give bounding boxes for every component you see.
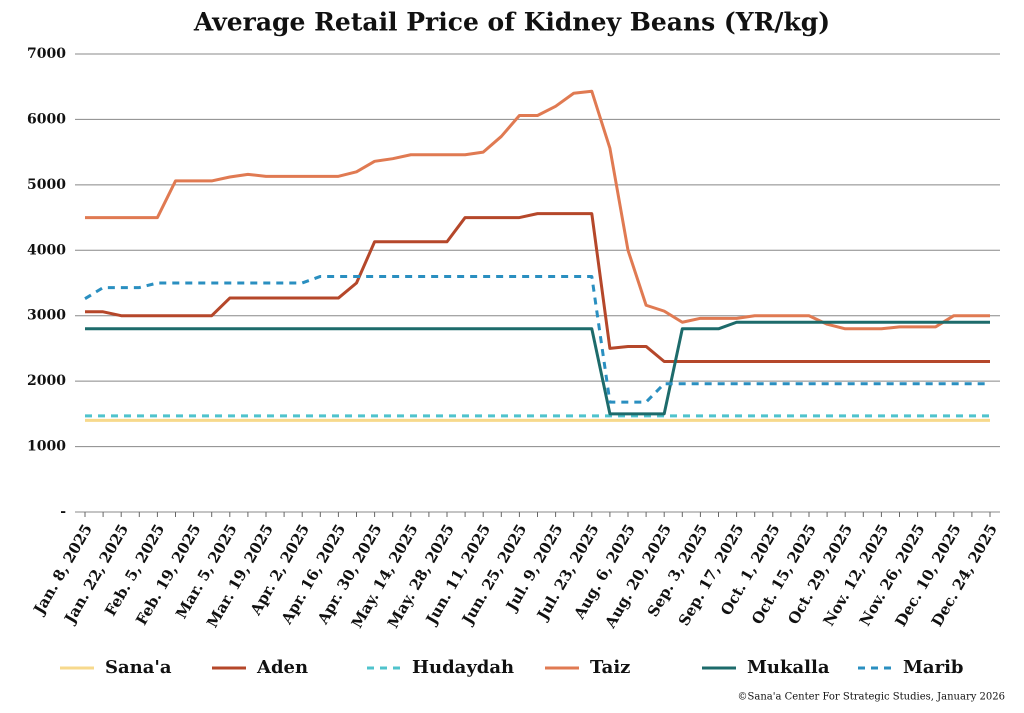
y-tick-label: 7000	[27, 46, 66, 62]
legend-label: Sana'a	[105, 657, 172, 678]
legend-item: Mukalla	[702, 657, 830, 678]
y-tick-label: 1000	[27, 439, 66, 455]
credit: ©Sana'a Center For Strategic Studies, Ja…	[738, 692, 1006, 703]
legend-label: Hudaydah	[412, 657, 514, 678]
y-tick-label: 3000	[27, 308, 66, 324]
legend-item: Hudaydah	[367, 657, 514, 678]
legend-label: Marib	[903, 657, 964, 678]
legend-item: Taiz	[545, 657, 630, 678]
series-line	[84, 274, 990, 404]
legend-label: Taiz	[590, 657, 630, 678]
y-tick-label: -	[60, 504, 66, 520]
legend-label: Mukalla	[747, 657, 830, 678]
legend-item: Sana'a	[60, 657, 172, 678]
legend-label: Aden	[256, 657, 308, 678]
chart-title: Average Retail Price of Kidney Beans (YR…	[193, 8, 830, 37]
y-tick-label: 6000	[27, 111, 66, 127]
y-tick-label: 5000	[27, 177, 66, 193]
series-line	[85, 212, 990, 364]
y-tick-label: 4000	[27, 242, 66, 258]
y-tick-label: 2000	[27, 373, 66, 389]
legend-item: Aden	[212, 657, 308, 678]
legend-item: Marib	[858, 657, 964, 678]
series-line	[85, 320, 990, 416]
series-line	[85, 89, 990, 331]
